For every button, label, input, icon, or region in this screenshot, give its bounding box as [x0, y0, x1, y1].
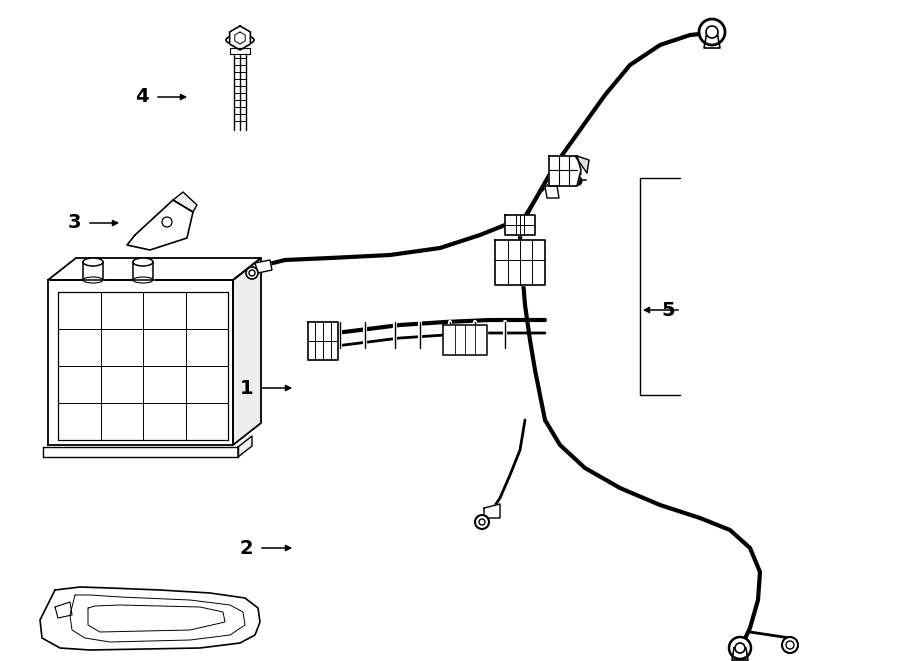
- Polygon shape: [55, 602, 72, 618]
- Text: 4: 4: [135, 87, 149, 106]
- Text: 1: 1: [239, 379, 253, 397]
- Polygon shape: [127, 200, 193, 250]
- Polygon shape: [230, 26, 250, 50]
- Ellipse shape: [83, 258, 103, 266]
- Polygon shape: [40, 587, 260, 650]
- Polygon shape: [173, 192, 197, 212]
- Polygon shape: [48, 280, 233, 445]
- Circle shape: [735, 643, 745, 653]
- Text: 3: 3: [68, 214, 81, 233]
- Polygon shape: [255, 260, 272, 273]
- Polygon shape: [83, 262, 103, 280]
- Circle shape: [782, 637, 798, 653]
- Polygon shape: [495, 240, 545, 285]
- Polygon shape: [484, 504, 500, 518]
- Ellipse shape: [226, 35, 254, 45]
- Circle shape: [699, 19, 725, 45]
- Polygon shape: [545, 186, 559, 198]
- Polygon shape: [704, 32, 720, 48]
- Polygon shape: [575, 156, 589, 173]
- Text: 5: 5: [662, 301, 675, 319]
- Ellipse shape: [83, 277, 103, 283]
- Polygon shape: [48, 258, 261, 280]
- Circle shape: [706, 26, 718, 38]
- Polygon shape: [230, 48, 250, 54]
- Ellipse shape: [133, 258, 153, 266]
- Text: 2: 2: [239, 539, 253, 557]
- Circle shape: [246, 267, 258, 279]
- Circle shape: [162, 217, 172, 227]
- Polygon shape: [443, 325, 487, 355]
- Polygon shape: [549, 156, 581, 186]
- Polygon shape: [505, 215, 535, 235]
- Circle shape: [479, 519, 485, 525]
- Polygon shape: [238, 436, 252, 457]
- Ellipse shape: [133, 277, 153, 283]
- Polygon shape: [133, 262, 153, 280]
- Polygon shape: [233, 258, 261, 445]
- Text: 6: 6: [570, 171, 583, 190]
- Circle shape: [786, 641, 794, 649]
- Circle shape: [475, 515, 489, 529]
- Circle shape: [729, 637, 751, 659]
- Circle shape: [249, 270, 255, 276]
- Polygon shape: [43, 447, 238, 457]
- Polygon shape: [732, 648, 748, 660]
- Polygon shape: [308, 322, 338, 360]
